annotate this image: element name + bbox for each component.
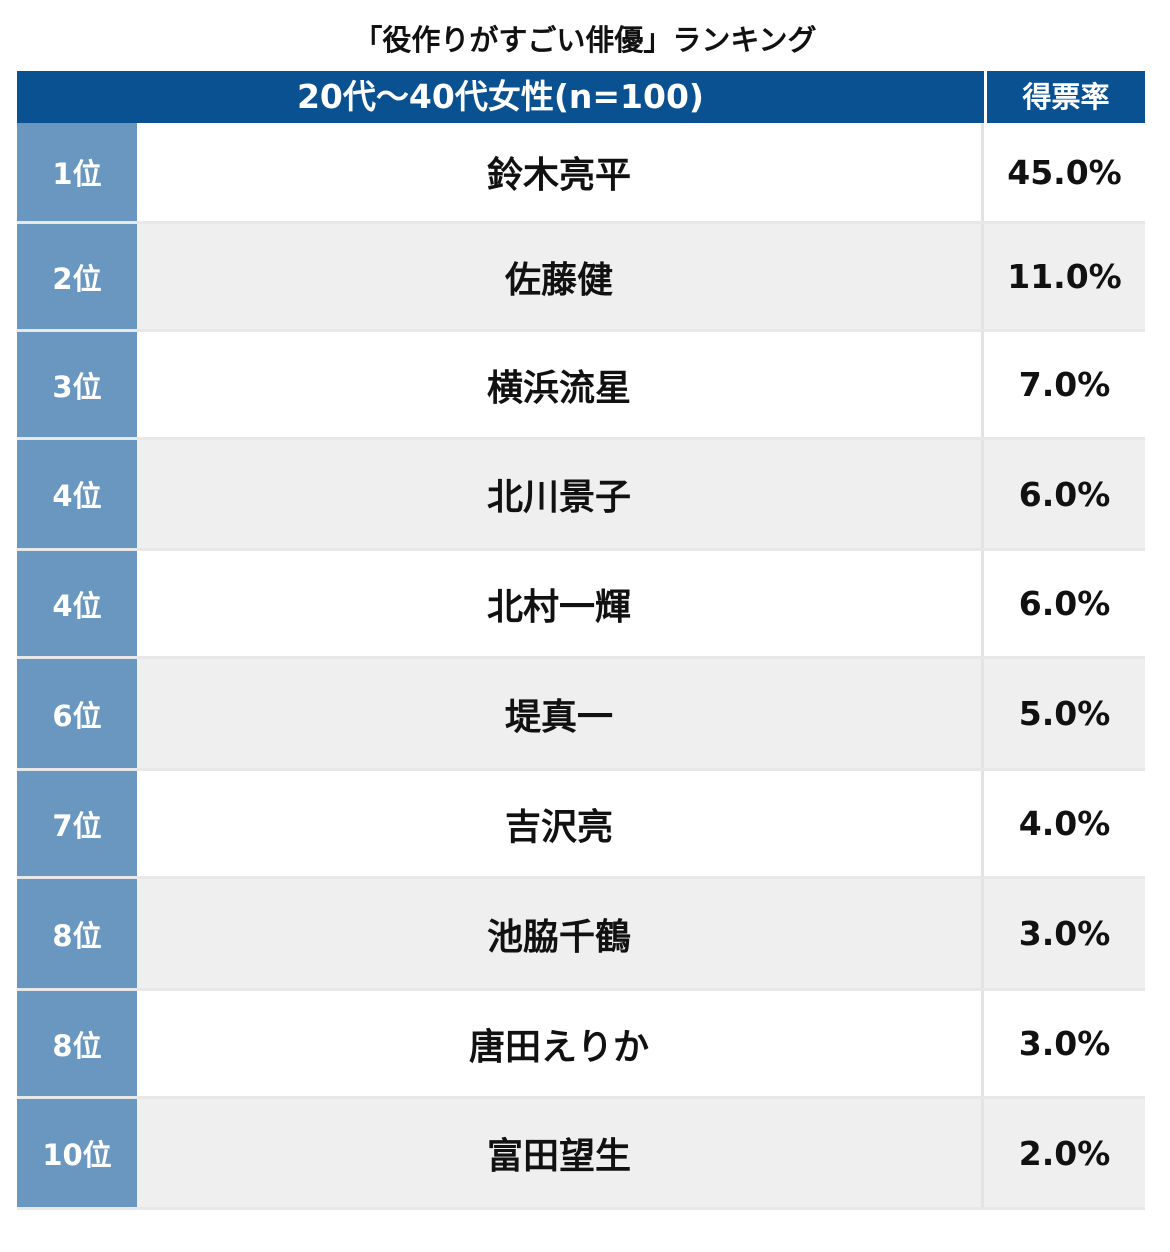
vote-rate-cell: 6.0% — [984, 440, 1145, 548]
rank-cell: 2位 — [17, 224, 137, 329]
table-row: 4位 北川景子 6.0% — [17, 440, 1145, 551]
actor-name-cell: 北村一輝 — [137, 551, 984, 656]
table-row: 3位 横浜流星 7.0% — [17, 332, 1145, 440]
vote-rate-cell: 6.0% — [1018, 584, 1111, 623]
chart-title: 「役作りがすごい俳優」ランキング — [353, 23, 817, 57]
table-row: 4位 北村一輝 6.0% — [17, 551, 1145, 659]
rank-cell: 1位 — [17, 123, 137, 221]
table-row: 8位 唐田えりか 3.0% — [17, 991, 1145, 1099]
header-vote-rate: 得票率 — [984, 71, 1145, 123]
vote-rate-cell: 3.0% — [984, 879, 1145, 988]
actor-name-cell: 横浜流星 — [137, 332, 984, 437]
rank-cell: 4位 — [17, 551, 137, 656]
table-row: 2位 佐藤健 11.0% — [17, 224, 1145, 332]
table-body: 1位 鈴木亮平 45.0% 2位 佐藤健 11.0% 3位 横浜流星 7.0% 4位 北川景子 6.0… — [17, 123, 1145, 1210]
actor-name-cell: 唐田えりか — [137, 991, 984, 1096]
vote-rate-cell: 5.0% — [984, 659, 1145, 768]
rank-cell: 3位 — [17, 332, 137, 437]
table-row: 6位 堤真一 5.0% — [17, 659, 1145, 771]
actor-name-cell: 鈴木亮平 — [137, 123, 984, 221]
rank-cell: 4位 — [17, 440, 137, 548]
actor-name-cell: 北川景子 — [137, 440, 984, 548]
vote-rate-cell: 7.0% — [1018, 365, 1111, 404]
vote-rate-cell: 45.0% — [1007, 152, 1122, 192]
rank-cell: 10位 — [17, 1099, 137, 1207]
actor-name-cell: 吉沢亮 — [137, 771, 984, 876]
actor-name-cell: 池脇千鶴 — [137, 879, 984, 988]
vote-rate-cell: 4.0% — [1018, 804, 1111, 843]
actor-name-cell: 佐藤健 — [137, 224, 984, 329]
rank-cell: 8位 — [17, 991, 137, 1096]
ranking-table: 20代〜40代女性(n=100) 得票率 1位 鈴木亮平 45.0% 2位 佐藤健 11.… — [17, 71, 1145, 1210]
table-row: 8位 池脇千鶴 3.0% — [17, 879, 1145, 991]
table-row: 10位 富田望生 2.0% — [17, 1099, 1145, 1210]
table-header: 20代〜40代女性(n=100) 得票率 — [17, 71, 1145, 123]
vote-rate-cell: 3.0% — [1018, 1024, 1111, 1063]
table-row: 1位 鈴木亮平 45.0% — [17, 123, 1145, 224]
rank-cell: 6位 — [17, 659, 137, 768]
vote-rate-cell: 11.0% — [984, 224, 1145, 329]
header-survey-group: 20代〜40代女性(n=100) — [296, 77, 705, 116]
rank-cell: 7位 — [17, 771, 137, 876]
actor-name-cell: 堤真一 — [137, 659, 984, 768]
vote-rate-cell: 2.0% — [984, 1099, 1145, 1207]
actor-name-cell: 富田望生 — [137, 1099, 984, 1207]
table-row: 7位 吉沢亮 4.0% — [17, 771, 1145, 879]
rank-cell: 8位 — [17, 879, 137, 988]
